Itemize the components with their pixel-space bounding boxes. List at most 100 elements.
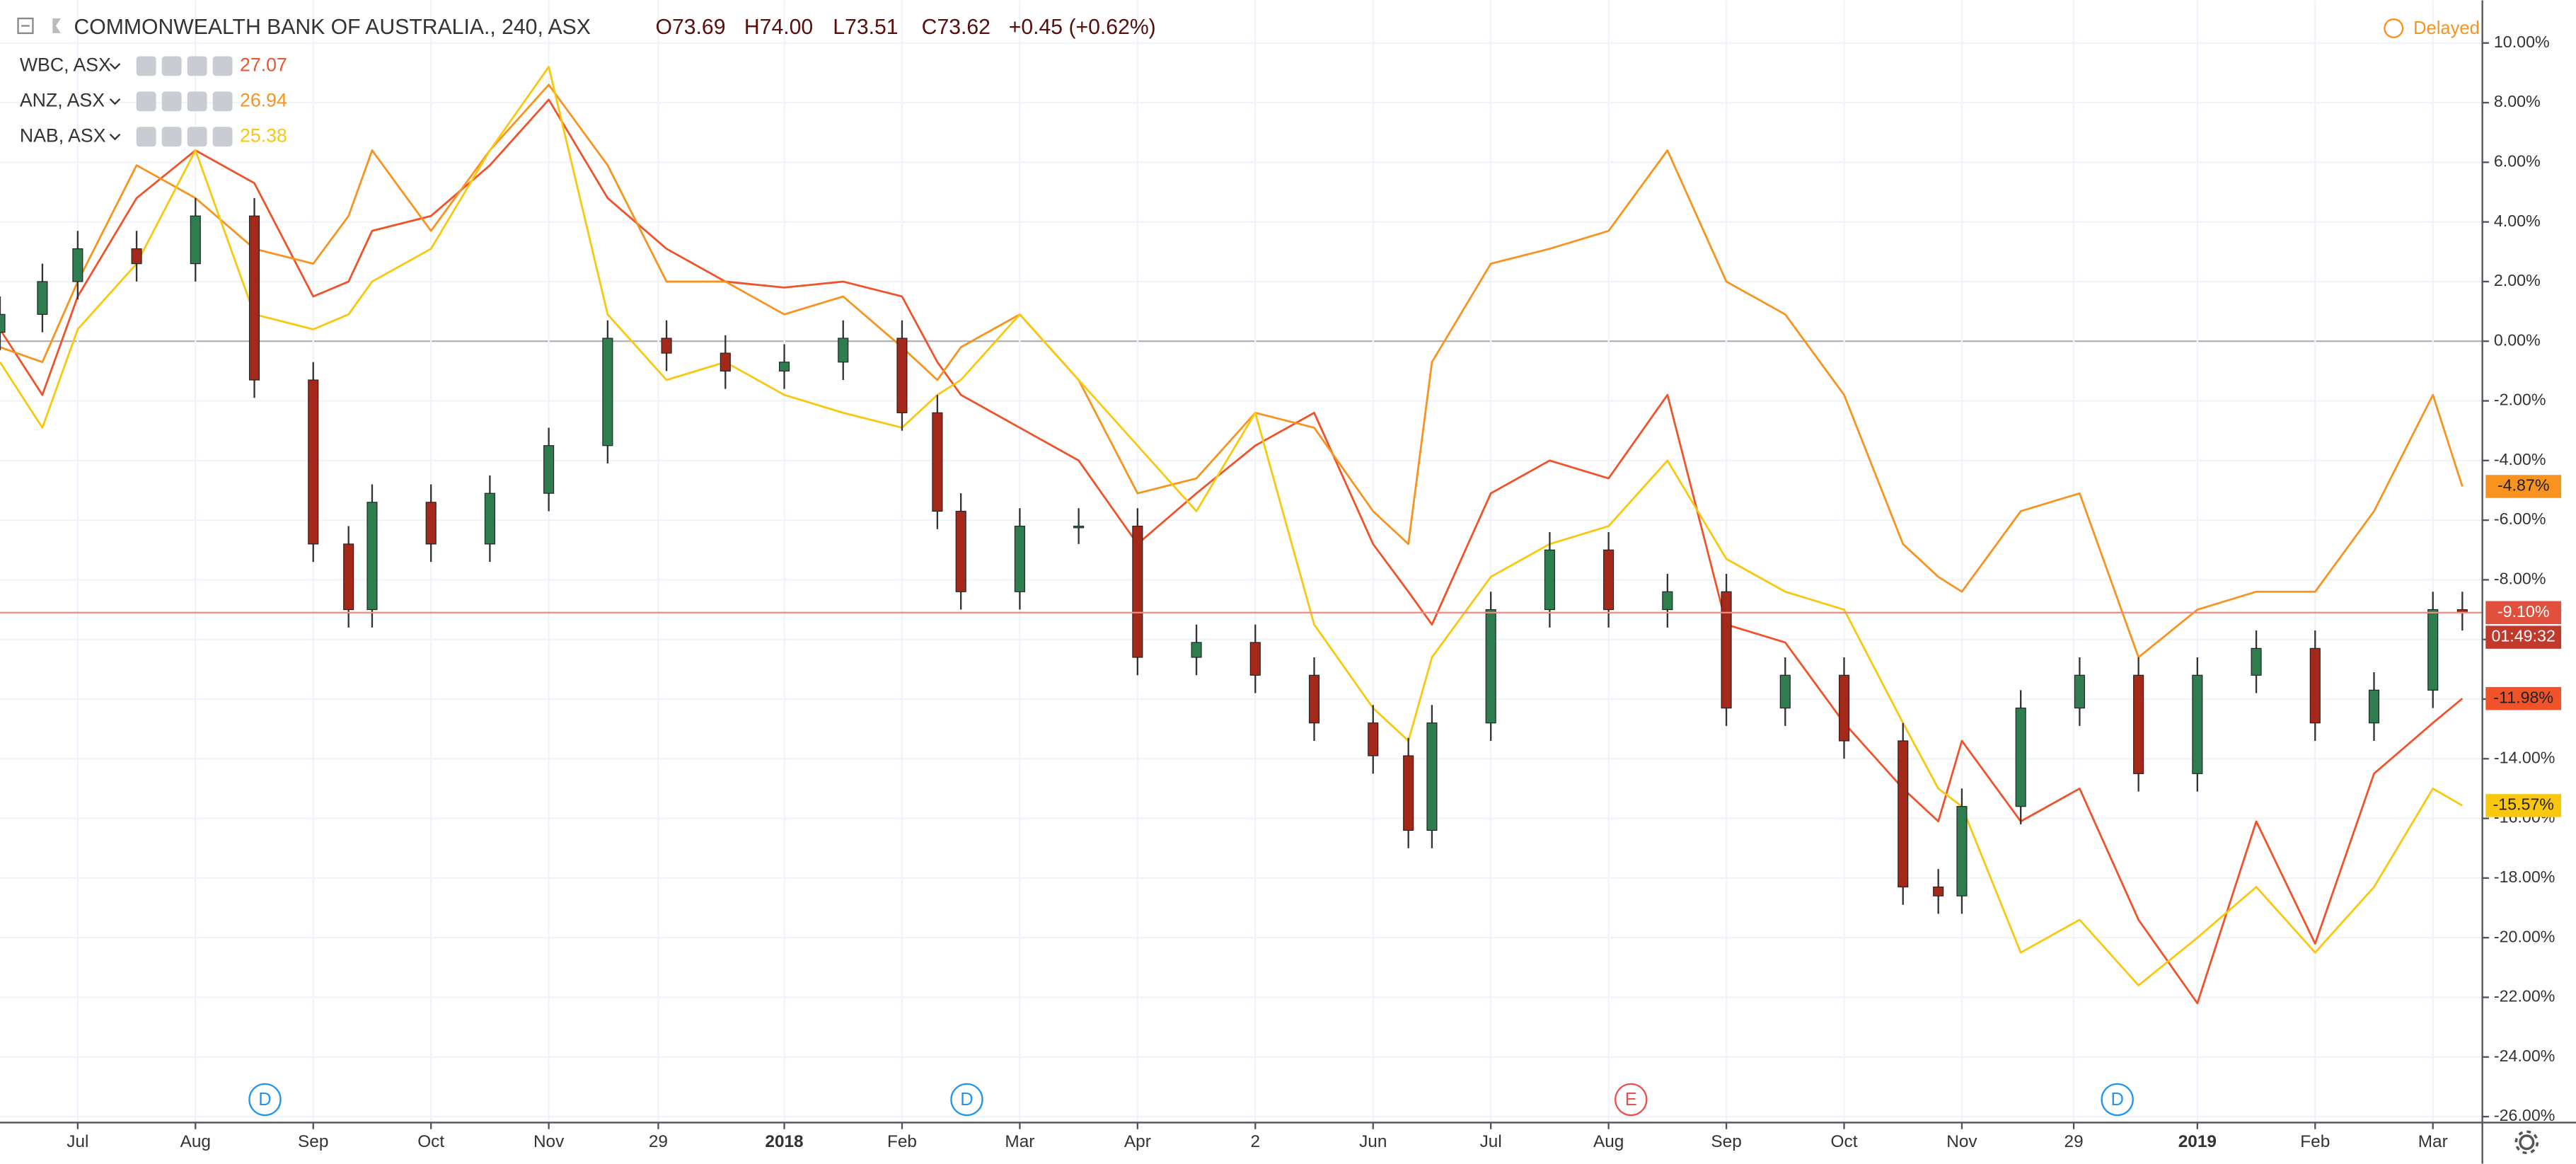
legend-button[interactable]	[212, 91, 233, 112]
legend-button[interactable]	[187, 91, 207, 112]
last-value-badge: -15.57%	[2493, 795, 2553, 814]
y-tick-label: 2.00%	[2494, 271, 2541, 289]
legend-name: WBC, ASX	[20, 54, 111, 75]
x-tick-label: Nov	[1946, 1132, 1977, 1151]
y-tick-label: 10.00%	[2494, 33, 2550, 51]
candle-body	[543, 445, 555, 494]
candle-body	[602, 338, 613, 446]
candle-body	[308, 379, 319, 545]
series-line	[0, 83, 2464, 659]
candle-body	[2368, 689, 2380, 724]
legend-caret	[109, 98, 121, 105]
legend-button[interactable]	[187, 127, 207, 147]
legend-name: ANZ, ASX	[20, 89, 105, 110]
candle-body	[838, 338, 849, 363]
candle-body	[1956, 806, 1968, 897]
x-tick-label: Jul	[1480, 1132, 1502, 1151]
candle-body	[1249, 642, 1261, 676]
collapse-icon[interactable]	[17, 17, 34, 35]
legend-button[interactable]	[136, 91, 156, 112]
last-value-badge: -11.98%	[2493, 688, 2553, 706]
y-tick-label: -4.00%	[2494, 450, 2546, 468]
y-tick-label: -2.00%	[2494, 391, 2546, 409]
y-tick-label: 6.00%	[2494, 151, 2541, 170]
ohlc-low: L73.51	[833, 16, 898, 39]
y-tick-label: 4.00%	[2494, 212, 2541, 230]
event-marker	[1615, 1083, 1648, 1117]
x-tick-label: 29	[649, 1132, 668, 1151]
y-tick-label: -8.00%	[2494, 570, 2546, 588]
legend-caret	[109, 63, 121, 70]
x-tick-label: Aug	[1593, 1132, 1624, 1151]
last-value-badge: -4.87%	[2497, 476, 2550, 495]
y-tick-label: -26.00%	[2494, 1106, 2555, 1124]
candle-body	[720, 352, 731, 371]
x-tick-label: Oct	[417, 1132, 444, 1151]
delayed-icon	[2384, 18, 2404, 38]
candle-body	[1603, 549, 1615, 611]
legend-caret	[109, 133, 121, 141]
candle-body	[2192, 674, 2203, 774]
last-value-badge-bg	[2485, 686, 2562, 710]
event-marker	[2101, 1083, 2134, 1117]
main-last-badge: -9.10%	[2497, 602, 2550, 621]
candle-body	[1191, 642, 1202, 658]
x-tick-label: Jul	[67, 1132, 88, 1151]
event-label: D	[258, 1090, 271, 1110]
series-line	[0, 98, 2464, 1005]
event-marker	[248, 1083, 282, 1117]
main-last-badge-bg	[2485, 601, 2562, 625]
countdown-badge-bg	[2485, 626, 2562, 649]
candle-body	[932, 412, 943, 512]
candle-body	[1721, 591, 1732, 709]
ohlc-high: H74.00	[744, 16, 813, 39]
y-tick-label: -14.00%	[2494, 748, 2555, 766]
x-tick-label: Aug	[180, 1132, 211, 1151]
candle-body	[1426, 722, 1438, 831]
legend-button[interactable]	[212, 56, 233, 76]
legend-price: 26.94	[240, 89, 287, 110]
symbol-title: COMMONWEALTH BANK OF AUSTRALIA., 240, AS…	[74, 16, 590, 39]
settings-icon[interactable]	[2514, 1130, 2539, 1155]
candle-body	[896, 338, 908, 413]
x-tick-label: Nov	[533, 1132, 565, 1151]
candle-body	[1544, 549, 1555, 611]
candle-body	[2133, 674, 2144, 774]
axes: 10.00% 8.00% 6.00% 4.00% 2.00% 0.00% -2.00% -4.…	[67, 33, 2562, 1151]
legend-button[interactable]	[136, 56, 156, 76]
candle-body	[484, 492, 495, 545]
y-tick-label: 8.00%	[2494, 92, 2541, 110]
event-label: D	[2110, 1090, 2123, 1110]
y-tick-label: 0.00%	[2494, 330, 2541, 349]
candle-body	[2074, 674, 2085, 709]
candle-body	[190, 215, 201, 265]
candle-body	[1485, 609, 1496, 724]
series-line	[0, 66, 2464, 986]
legend-button[interactable]	[161, 127, 182, 147]
delayed-label[interactable]: Delayed	[2413, 18, 2480, 38]
legend-button[interactable]	[161, 56, 182, 76]
x-tick-label: Jun	[1359, 1132, 1387, 1151]
event-label: D	[960, 1090, 973, 1110]
x-tick-label: 2019	[2178, 1132, 2217, 1151]
legend-button[interactable]	[187, 56, 207, 76]
y-tick-label: -22.00%	[2494, 987, 2555, 1005]
candle-body	[1898, 740, 1909, 888]
candle-body	[1132, 525, 1143, 658]
x-tick-label: Sep	[1711, 1132, 1741, 1151]
last-value-badge-bg	[2485, 794, 2562, 817]
legend-button[interactable]	[136, 127, 156, 147]
legend-button[interactable]	[161, 91, 182, 112]
x-tick-label: Oct	[1831, 1132, 1858, 1151]
gear[interactable]	[2519, 1134, 2535, 1151]
candle-body	[1368, 722, 1379, 756]
legend-button[interactable]	[212, 127, 233, 147]
legend-price: 27.07	[240, 54, 287, 75]
candle-body	[955, 510, 966, 592]
x-tick-label: Mar	[1005, 1132, 1034, 1151]
grid	[0, 0, 2483, 1123]
candle-body	[661, 338, 672, 354]
